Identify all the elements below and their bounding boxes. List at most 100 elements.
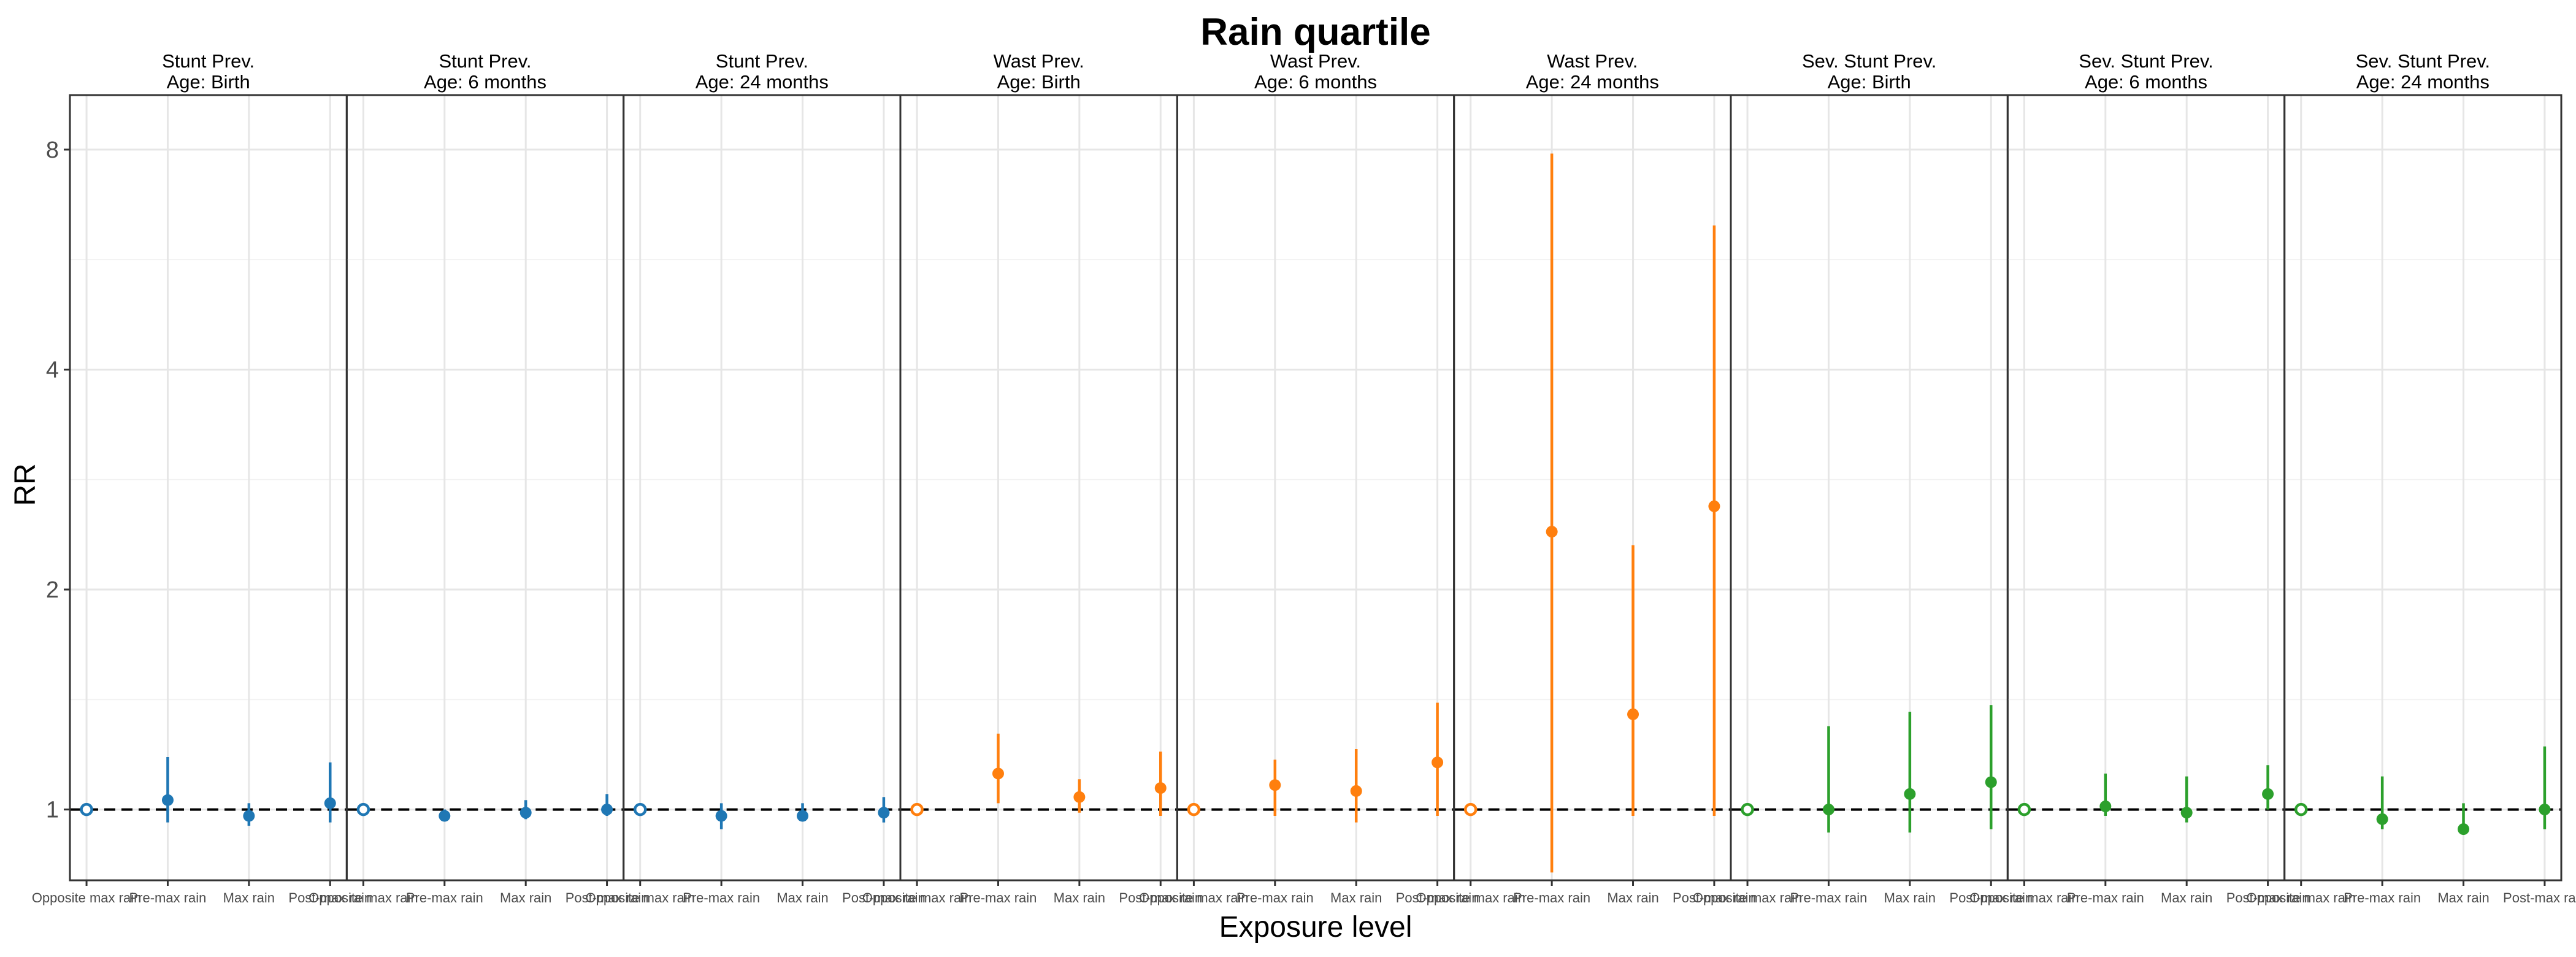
estimate-point <box>1904 788 1916 800</box>
estimate-point <box>1350 785 1362 797</box>
x-tick-label: Pre-max rain <box>1790 890 1868 905</box>
x-tick-label: Post-max rain <box>1119 890 1202 905</box>
estimate-point <box>2458 823 2470 836</box>
x-tick-label: Opposite max rain <box>1693 890 1803 905</box>
reference-point <box>1463 802 1478 817</box>
estimate-point <box>715 810 727 822</box>
estimate-point <box>1269 779 1281 791</box>
x-tick-label: Pre-max rain <box>129 890 207 905</box>
reference-point <box>910 802 924 817</box>
estimate-point <box>324 797 336 809</box>
strip-label-age: Age: 6 months <box>2085 71 2207 93</box>
estimate-point <box>2262 788 2274 800</box>
reference-point <box>2017 802 2031 817</box>
x-tick-label: Post-max rain <box>288 890 372 905</box>
strip-label-outcome: Sev. Stunt Prev. <box>2079 50 2213 72</box>
x-tick-label: Post-max rain <box>2226 890 2310 905</box>
x-tick-label: Pre-max rain <box>406 890 483 905</box>
y-axis-title: RR <box>9 463 42 505</box>
estimate-point <box>1154 782 1167 794</box>
x-tick-label: Max rain <box>1330 890 1382 905</box>
x-tick-label: Post-max rain <box>842 890 926 905</box>
estimate-point <box>1985 776 1997 788</box>
strip-label-age: Age: Birth <box>167 71 250 93</box>
strip-label-outcome: Stunt Prev. <box>162 50 255 72</box>
x-tick-label: Max rain <box>776 890 828 905</box>
strip-label-outcome: Wast Prev. <box>1547 50 1638 72</box>
x-tick-label: Max rain <box>223 890 275 905</box>
x-tick-label: Opposite max rain <box>1139 890 1249 905</box>
estimate-point <box>161 794 174 806</box>
x-tick-label: Max rain <box>2161 890 2212 905</box>
x-tick-label: Pre-max rain <box>2344 890 2421 905</box>
x-tick-label: Opposite max rain <box>585 890 695 905</box>
x-tick-label: Opposite max rain <box>1416 890 1525 905</box>
strip-label-age: Age: 24 months <box>696 71 829 93</box>
strip-label-age: Age: Birth <box>997 71 1081 93</box>
x-tick-label: Max rain <box>1607 890 1658 905</box>
y-tick-label: 1 <box>46 798 59 823</box>
estimate-point <box>601 804 613 816</box>
chart-title: Rain quartile <box>1200 11 1431 53</box>
strip-label-outcome: Sev. Stunt Prev. <box>1802 50 1936 72</box>
x-tick-label: Post-max rain <box>2503 890 2576 905</box>
x-tick-label: Opposite max rain <box>862 890 972 905</box>
x-tick-label: Max rain <box>1884 890 1936 905</box>
x-tick-label: Post-max rain <box>1673 890 1756 905</box>
estimate-point <box>878 807 890 819</box>
estimate-point <box>992 767 1004 780</box>
strip-label-age: Age: 6 months <box>1254 71 1377 93</box>
x-tick-label: Post-max rain <box>565 890 649 905</box>
x-tick-label: Opposite max rain <box>2246 890 2356 905</box>
estimate-point <box>519 807 532 819</box>
x-tick-label: Opposite max rain <box>32 890 142 905</box>
x-tick-label: Pre-max rain <box>960 890 1037 905</box>
strip-label-outcome: Sev. Stunt Prev. <box>2356 50 2490 72</box>
x-tick-label: Pre-max rain <box>1236 890 1314 905</box>
panel-border <box>2283 94 2563 882</box>
x-tick-label: Opposite max rain <box>1969 890 2079 905</box>
x-tick-label: Max rain <box>1054 890 1105 905</box>
estimate-point <box>1432 756 1444 769</box>
y-tick-label: 2 <box>46 577 59 603</box>
strip-label-age: Age: 24 months <box>1526 71 1659 93</box>
estimate-point <box>243 810 255 822</box>
estimate-point <box>2180 807 2193 819</box>
y-tick-label: 4 <box>46 357 59 383</box>
x-tick-label: Pre-max rain <box>2067 890 2144 905</box>
strip-label-age: Age: Birth <box>1828 71 1911 93</box>
estimate-point <box>439 810 451 822</box>
strip-label-outcome: Stunt Prev. <box>716 50 808 72</box>
strip-label-outcome: Wast Prev. <box>994 50 1084 72</box>
estimate-point <box>2376 813 2388 825</box>
x-tick-label: Post-max rain <box>1949 890 2033 905</box>
reference-point <box>2294 802 2308 817</box>
x-tick-label: Opposite max rain <box>309 890 418 905</box>
x-tick-label: Post-max rain <box>1396 890 1479 905</box>
estimate-point <box>2539 804 2551 816</box>
reference-point <box>80 802 93 817</box>
y-tick-label: 8 <box>46 137 59 163</box>
reference-point <box>356 802 370 817</box>
estimate-point <box>2099 800 2112 812</box>
x-tick-label: Pre-max rain <box>683 890 760 905</box>
x-tick-label: Max rain <box>500 890 551 905</box>
reference-point <box>1741 802 1754 817</box>
reference-point <box>1187 802 1201 817</box>
estimate-point <box>797 810 809 822</box>
strip-label-age: Age: 24 months <box>2356 71 2490 93</box>
reference-point <box>633 802 647 817</box>
strip-label-outcome: Wast Prev. <box>1270 50 1361 72</box>
estimate-point <box>1822 804 1834 816</box>
strip-label-age: Age: 6 months <box>424 71 546 93</box>
estimate-point <box>1073 791 1086 803</box>
